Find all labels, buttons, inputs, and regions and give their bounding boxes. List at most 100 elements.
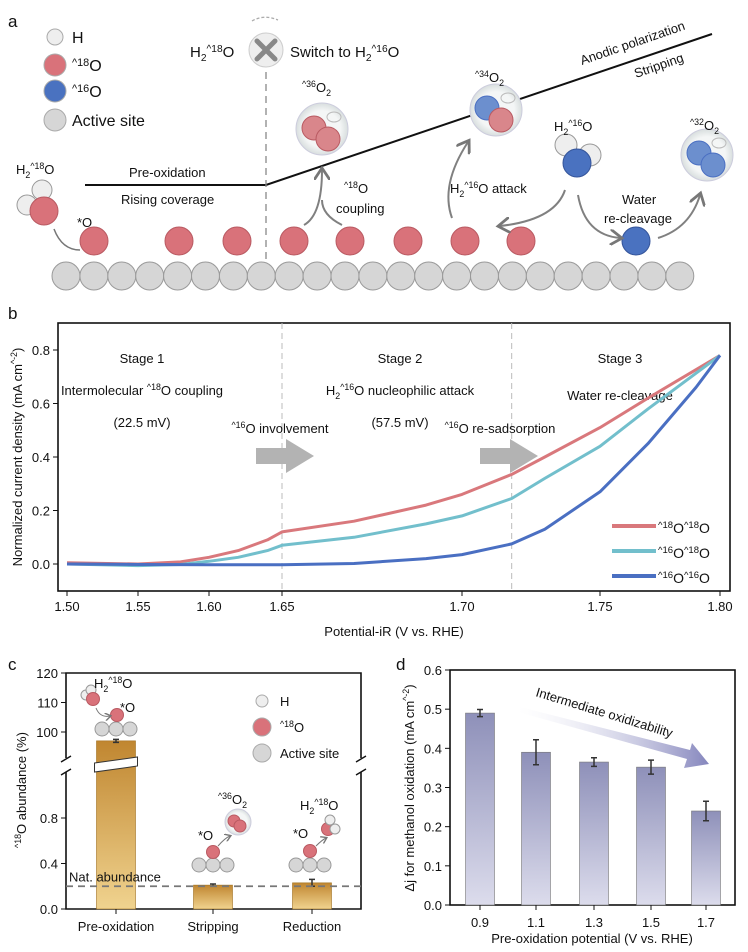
x-tick-label-c: Reduction <box>283 919 342 934</box>
label-text: O coupling <box>161 383 223 398</box>
superscript-text: ^18 <box>108 675 122 685</box>
adsorbed-o18-atom <box>222 226 252 256</box>
active-site-atom <box>581 261 611 291</box>
adsorbed-o18-atom <box>279 226 309 256</box>
legend-label: ^18O <box>72 57 102 75</box>
label-text: O <box>673 570 684 586</box>
active-site-atom <box>219 857 235 873</box>
subscript-text: 2 <box>25 170 30 180</box>
label-text: O <box>358 181 368 196</box>
panel-label-a: a <box>8 12 18 31</box>
y-tick-label-c: 0.4 <box>40 857 58 872</box>
superscript-text: ^18 <box>207 44 223 55</box>
y-tick-label-d: 0.4 <box>424 741 442 756</box>
superscript-text: ^16 <box>340 382 354 392</box>
active-site-atom <box>51 261 81 291</box>
legend-swatch-icon <box>43 108 67 132</box>
active-site-atom <box>246 261 276 291</box>
label-text: O <box>316 80 326 95</box>
label-text: Active site <box>280 746 339 761</box>
legend-label-c: H <box>280 694 289 709</box>
active-site-atom <box>665 261 695 291</box>
y-axis-title-c: ^18O abundance (%) <box>13 732 29 848</box>
catalyst-surface <box>51 226 695 291</box>
label-text: H <box>326 383 335 398</box>
chart-b: 1.50 1.55 1.60 1.65 1.70 1.75 1.80 0.0 0.2 0.4 0.6… <box>9 322 733 639</box>
subscript-text: 2 <box>201 53 207 64</box>
trend-arrow-icon <box>518 707 709 768</box>
legend-label: ^16O <box>72 83 102 101</box>
panel-label-b: b <box>8 304 17 323</box>
active-site-atom <box>108 721 124 737</box>
stage-value: (57.5 mV) <box>371 415 428 430</box>
y-tick-label-b: 0.4 <box>32 450 50 465</box>
o2-32-bubble-icon <box>680 128 734 182</box>
active-site-atom <box>358 261 388 291</box>
legend-swatch-icon <box>252 743 272 763</box>
active-site-atom <box>191 857 207 873</box>
coupling-label-1: ^18O <box>344 180 368 196</box>
label-text: O <box>294 720 304 735</box>
stripping-label: Stripping <box>632 50 685 81</box>
label-text: H <box>300 798 309 813</box>
x-tick-label-b: 1.70 <box>449 599 474 614</box>
active-site-atom <box>330 261 360 291</box>
inset-arrow <box>217 836 230 847</box>
transition-arrow-icon <box>480 439 538 473</box>
active-site-atom <box>122 721 138 737</box>
o2-34-bubble-icon <box>469 83 523 137</box>
superscript-text: ^36 <box>302 79 316 89</box>
active-site-atom <box>274 261 304 291</box>
active-site-atom <box>525 261 555 291</box>
y-tick-label-c: 0.0 <box>40 902 58 917</box>
label-text: O <box>673 520 684 536</box>
superscript-text: ^16 <box>568 118 582 128</box>
bar-d <box>521 751 551 906</box>
adsorbed-o16-atom <box>621 226 651 256</box>
attack-label: H2^16O attack <box>450 180 527 199</box>
label-text: ) <box>402 684 417 688</box>
label-text: O <box>673 545 684 561</box>
pre-oxidation-label: Pre-oxidation <box>129 165 206 180</box>
x-tick-label-d: 1.5 <box>642 915 660 930</box>
adsorbed-o18-atom <box>450 226 480 256</box>
label-text: O <box>388 44 400 61</box>
x-tick-label-d: 1.7 <box>697 915 715 930</box>
h-atom <box>324 814 336 826</box>
legend-swatch-icon <box>43 53 67 77</box>
active-site-atom <box>163 261 193 291</box>
legend-label-b: ^18O^18O <box>658 520 710 536</box>
switch-to-label: Switch to H2^16O <box>290 44 399 64</box>
label-text: H <box>72 30 84 47</box>
label-text: O attack <box>478 181 527 196</box>
y-tick-label-d: 0.5 <box>424 702 442 717</box>
label-text: Intermolecular <box>61 383 147 398</box>
active-site-atom <box>288 857 304 873</box>
superscript-text: ^36 <box>218 791 232 801</box>
label-text: O <box>44 162 54 177</box>
legend-label: H <box>72 30 84 47</box>
active-site-atom <box>609 261 639 291</box>
x-tick-label-b: 1.80 <box>707 599 732 614</box>
y-tick-label-b: 0.0 <box>32 557 50 572</box>
water-16-label: H2^16O <box>554 118 592 137</box>
label-text: Switch to H <box>290 44 366 61</box>
superscript-text: ^18 <box>658 520 673 531</box>
y-tick-label-d: 0.3 <box>424 781 442 796</box>
inset-label: ^36O2​ <box>218 791 247 810</box>
active-site-atom <box>442 261 472 291</box>
h-atom <box>329 823 341 835</box>
subscript-text: 2 <box>242 800 247 810</box>
label-text: j <box>402 880 417 884</box>
panel-label-c: c <box>8 655 17 674</box>
error-bar-d <box>477 708 483 718</box>
panel-label-d: d <box>396 655 405 674</box>
water-18-label: H2^18O <box>16 161 54 180</box>
adsorption-arrow <box>53 228 81 251</box>
y-tick-label-c: 100 <box>36 725 58 740</box>
label-text: O <box>89 58 101 75</box>
y-tick-label-d: 0.1 <box>424 859 442 874</box>
